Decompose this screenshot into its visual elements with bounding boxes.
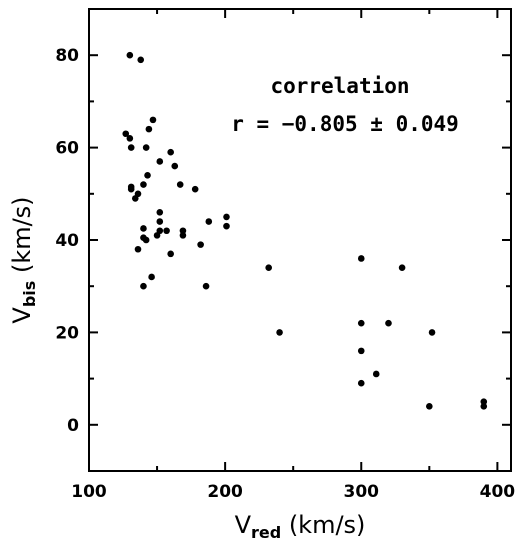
data-point [144,172,151,179]
data-point [167,148,174,156]
data-point [357,319,365,327]
data-point [197,241,204,248]
x-tick-label: 300 [344,482,380,502]
x-axis-main: V [235,511,252,539]
data-point [140,225,147,232]
data-point [276,329,283,336]
data-point [179,232,187,239]
data-point [142,236,150,244]
y-axis-title: Vbis (km/s) [8,196,39,323]
y-tick-label: 20 [55,323,79,343]
annotation-correlation: r = −0.805 ± 0.049 [231,112,459,136]
data-point [205,218,213,225]
data-point [385,319,392,327]
data-point [137,56,145,64]
data-point [156,208,164,216]
data-point [480,403,488,410]
data-point [153,232,161,239]
data-point [179,227,187,235]
data-point [149,116,157,124]
data-point [191,185,199,193]
data-point [163,227,170,235]
data-point [127,185,135,193]
data-point [148,273,155,281]
x-axis-title: Vred (km/s) [235,511,366,542]
data-point [122,130,130,138]
data-point [176,181,184,188]
data-point [480,398,488,406]
data-point [127,144,135,151]
y-tick-label: 0 [67,416,79,436]
data-point [156,158,164,165]
data-point [265,264,272,272]
data-point [223,213,230,221]
y-axis-main: V [8,307,36,324]
x-tick-label: 400 [480,482,516,502]
y-tick-label: 40 [55,231,79,251]
data-point [126,51,134,59]
data-point [428,329,436,336]
data-point [156,218,164,225]
x-axis-unit: (km/s) [281,511,365,539]
data-point [140,181,147,188]
data-point [398,264,406,272]
y-tick-label: 60 [55,139,79,159]
x-axis-subscript: red [251,523,281,542]
data-point [142,144,150,151]
data-point [126,135,134,142]
data-point [426,403,433,410]
y-axis-unit: (km/s) [8,196,36,280]
data-point [171,162,179,170]
data-point [140,282,147,290]
data-point [167,250,174,258]
y-tick-label: 80 [55,46,79,66]
data-point [372,370,380,378]
axis-ticks: 100 200 300 400 0 20 40 60 80 [55,8,516,502]
annotation-title: correlation [270,74,409,98]
data-point [131,195,139,202]
data-point [357,255,365,262]
data-point [202,282,210,290]
data-points [122,51,488,410]
data-point [134,245,142,253]
data-point [357,347,365,355]
data-point [145,125,153,133]
y-axis-subscript: bis [20,281,39,307]
data-point [357,379,365,387]
data-point [223,222,230,230]
x-tick-label: 200 [207,482,243,502]
x-tick-label: 100 [71,482,107,502]
